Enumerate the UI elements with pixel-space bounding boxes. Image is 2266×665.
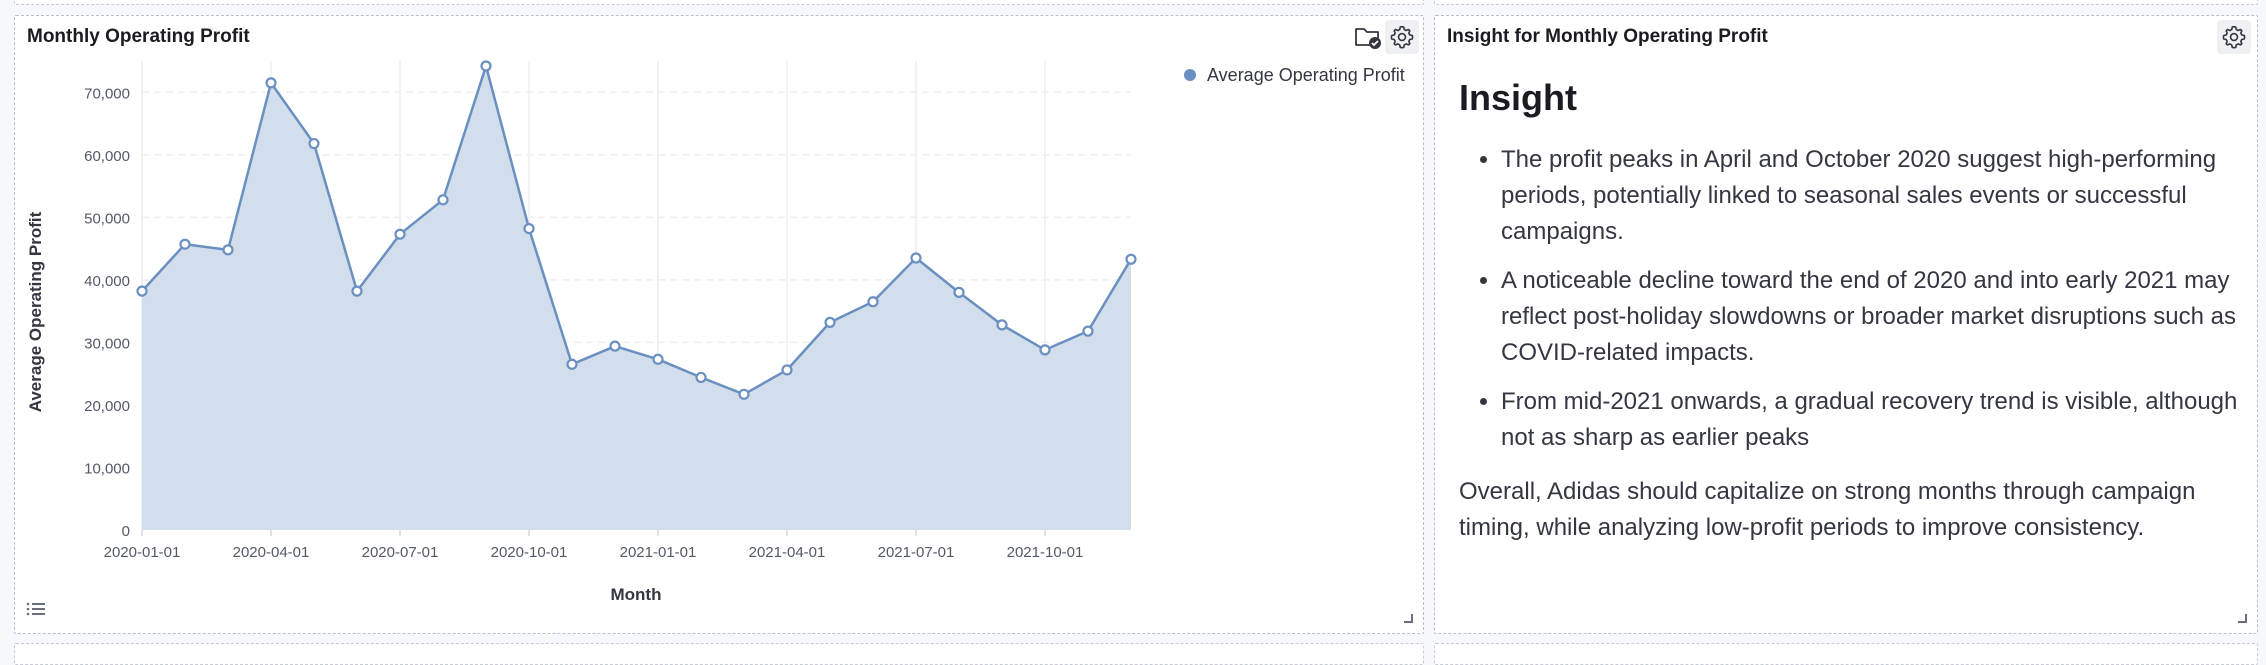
series-line: [141, 64, 1133, 396]
data-point[interactable]: [867, 296, 879, 308]
y-tick-label: 70,000: [84, 85, 130, 102]
chart-panel-title: Monthly Operating Profit: [27, 26, 250, 47]
operating-profit-chart: 0 10,000 20,000 30,000 40,000 50,000 60,000 70,…: [26, 60, 1405, 604]
x-axis-label: Month: [611, 585, 662, 604]
panel-stub-bottom-right: [1434, 643, 2258, 665]
data-point[interactable]: [695, 371, 707, 384]
y-tick-label: 40,000: [84, 273, 130, 290]
chart-settings-button[interactable]: [1385, 20, 1419, 54]
y-tick-label: 0: [122, 523, 130, 540]
x-tick-label: 2020-01-01: [104, 544, 181, 561]
x-tick-label: 2021-04-01: [749, 544, 826, 561]
data-point[interactable]: [738, 388, 750, 400]
data-point[interactable]: [136, 285, 148, 297]
x-tick-label: 2020-04-01: [233, 544, 310, 561]
y-tick-label: 30,000: [84, 335, 130, 352]
y-axis-label: Average Operating Profit: [26, 211, 45, 412]
insight-panel: Insight for Monthly Operating Profit Ins…: [1434, 15, 2258, 634]
x-tick-label: 2021-07-01: [878, 544, 955, 561]
data-point[interactable]: [996, 319, 1008, 331]
series-area: [142, 66, 1131, 530]
insight-heading: Insight: [1459, 77, 1577, 118]
insight-settings-button[interactable]: [2217, 20, 2251, 54]
data-point[interactable]: [265, 77, 277, 89]
insight-bullet: A noticeable decline toward the end of 2…: [1501, 263, 2249, 371]
insight-content: Insight The profit peaks in April and Oc…: [1459, 74, 2249, 546]
legend[interactable]: Average Operating Profit: [1184, 65, 1405, 85]
data-point[interactable]: [1039, 344, 1051, 356]
resize-handle-icon[interactable]: [1404, 614, 1413, 623]
gear-icon: [2222, 25, 2246, 49]
folder-check-button[interactable]: [1351, 20, 1385, 54]
x-tick-label: 2020-07-01: [362, 544, 439, 561]
data-point[interactable]: [824, 316, 836, 328]
chart-panel: Monthly Operating Profit 0 10,000 20,000 30…: [14, 15, 1424, 634]
insight-bullet-list: The profit peaks in April and October 20…: [1459, 142, 2249, 456]
y-tick-label: 50,000: [84, 210, 130, 227]
insight-panel-title: Insight for Monthly Operating Profit: [1447, 26, 1768, 47]
legend-toggle-button[interactable]: [19, 592, 53, 626]
panel-stub-top-left: [14, 0, 1424, 5]
panel-stub-top-right: [1434, 0, 2258, 5]
insight-bullet: From mid-2021 onwards, a gradual recover…: [1501, 384, 2249, 456]
y-tick-label: 10,000: [84, 460, 130, 477]
list-icon: [26, 602, 45, 616]
gear-icon: [1390, 25, 1414, 49]
data-point[interactable]: [179, 238, 191, 250]
legend-swatch: [1184, 69, 1196, 81]
data-point[interactable]: [480, 60, 492, 72]
data-point[interactable]: [781, 364, 793, 376]
data-point[interactable]: [351, 285, 363, 297]
data-point[interactable]: [308, 137, 320, 150]
data-point[interactable]: [1125, 253, 1137, 265]
data-point[interactable]: [652, 353, 664, 365]
data-point[interactable]: [1082, 325, 1094, 337]
data-point[interactable]: [609, 340, 621, 352]
x-tick-label: 2020-10-01: [491, 544, 568, 561]
data-point[interactable]: [523, 222, 535, 235]
data-point[interactable]: [566, 358, 578, 370]
legend-label: Average Operating Profit: [1207, 65, 1405, 85]
resize-handle-icon[interactable]: [2238, 614, 2247, 623]
insight-bullet: The profit peaks in April and October 20…: [1501, 142, 2249, 250]
data-point[interactable]: [437, 194, 449, 206]
data-point[interactable]: [953, 286, 965, 298]
y-tick-label: 20,000: [84, 398, 130, 415]
data-point[interactable]: [910, 252, 922, 264]
x-tick-label: 2021-01-01: [620, 544, 697, 561]
panel-stub-bottom-left: [14, 643, 1424, 665]
x-tick-label: 2021-10-01: [1007, 544, 1084, 561]
folder-check-icon: [1355, 28, 1381, 49]
data-point[interactable]: [394, 228, 406, 240]
data-point[interactable]: [222, 244, 234, 256]
y-tick-label: 60,000: [84, 148, 130, 165]
insight-conclusion: Overall, Adidas should capitalize on str…: [1459, 478, 2196, 541]
